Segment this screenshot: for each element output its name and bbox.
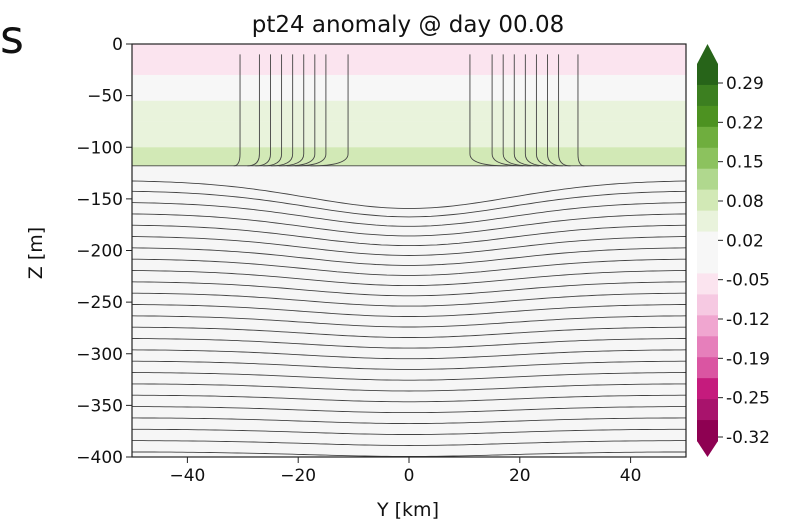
x-tick-label: 40 bbox=[620, 466, 642, 486]
y-tick-label: −300 bbox=[76, 345, 123, 365]
colorbar-segment bbox=[697, 420, 718, 442]
y-tick-label: −400 bbox=[76, 448, 123, 468]
colorbar-tick-label: 0.08 bbox=[726, 192, 764, 212]
x-tick-label: −20 bbox=[280, 466, 316, 486]
y-tick-label: −150 bbox=[76, 190, 123, 210]
contour-stratified-18 bbox=[132, 383, 686, 392]
colorbar-tick-label: 0.22 bbox=[726, 113, 764, 133]
colorbar-segment bbox=[697, 252, 718, 274]
colorbar-extend-top bbox=[697, 44, 718, 64]
colorbar-tick-label: -0.32 bbox=[726, 428, 770, 448]
contour-stratified-2 bbox=[132, 202, 686, 227]
contour-stratified-7 bbox=[132, 258, 686, 276]
colorbar-segment bbox=[697, 64, 718, 86]
contour-stratified-11 bbox=[132, 304, 686, 317]
colorbar-segment bbox=[697, 126, 718, 149]
colorbar-tick-label: -0.12 bbox=[726, 310, 770, 330]
contour-stratified-12 bbox=[132, 315, 686, 328]
contour-stratified-20 bbox=[132, 406, 686, 414]
x-axis: −40 −20 0 20 40 bbox=[169, 457, 641, 486]
contour-stratified-6 bbox=[132, 247, 686, 266]
colorbar: 0.29 0.22 0.15 0.08 0.02 -0.05 -0.12 -0.19 -0.25… bbox=[697, 44, 770, 457]
anomaly-band-1 bbox=[132, 74, 686, 101]
contour-stratified-13 bbox=[132, 326, 686, 338]
contour-stratified-4 bbox=[132, 224, 686, 247]
anomaly-band-0 bbox=[132, 44, 686, 75]
contour-stratified-5 bbox=[132, 236, 686, 256]
colorbar-segment bbox=[697, 231, 718, 253]
contour-stratified-23 bbox=[132, 440, 686, 446]
colorbar-segment bbox=[697, 315, 718, 337]
contour-stratified-8 bbox=[132, 270, 686, 287]
contour-stratified-15 bbox=[132, 349, 686, 360]
y-tick-label: −250 bbox=[76, 293, 123, 313]
colorbar-segment bbox=[697, 84, 718, 107]
colorbar-tick-label: 0.29 bbox=[726, 74, 764, 94]
x-tick-label: 20 bbox=[509, 466, 531, 486]
contour-lines bbox=[132, 54, 686, 457]
contour-stratified-21 bbox=[132, 417, 686, 425]
anomaly-band-4 bbox=[132, 147, 686, 166]
y-tick-label: −350 bbox=[76, 396, 123, 416]
x-tick-label: −40 bbox=[169, 466, 205, 486]
contour-stratified-16 bbox=[132, 360, 686, 370]
y-tick-label: 0 bbox=[112, 35, 123, 55]
y-axis-label: Z [m] bbox=[25, 227, 47, 279]
x-tick-label: 0 bbox=[404, 466, 415, 486]
anomaly-band-3 bbox=[132, 121, 686, 148]
contour-stratified-9 bbox=[132, 281, 686, 297]
colorbar-segment bbox=[697, 168, 718, 191]
contour-stratified-17 bbox=[132, 372, 686, 381]
colorbar-segment bbox=[697, 273, 718, 295]
colorbar-segment bbox=[697, 147, 718, 170]
chart-title: pt24 anomaly @ day 00.08 bbox=[252, 12, 565, 38]
colorbar-tick-label: 0.02 bbox=[726, 231, 764, 251]
y-tick-label: −200 bbox=[76, 242, 123, 262]
colorbar-segment bbox=[697, 294, 718, 316]
contour-stratified-14 bbox=[132, 338, 686, 349]
colorbar-segment bbox=[697, 357, 718, 379]
contour-stratified-1 bbox=[132, 190, 686, 218]
colorbar-segment bbox=[697, 336, 718, 358]
colorbar-segment bbox=[697, 105, 718, 128]
contour-stratified-0 bbox=[132, 180, 686, 209]
colorbar-tick-label: -0.05 bbox=[726, 271, 770, 291]
colorbar-segment bbox=[697, 378, 718, 400]
y-tick-label: −50 bbox=[87, 87, 123, 107]
colorbar-tick-label: -0.25 bbox=[726, 389, 770, 409]
colorbar-segment bbox=[697, 189, 718, 212]
contour-stratified-3 bbox=[132, 213, 686, 237]
colorbar-tick-label: 0.15 bbox=[726, 153, 764, 173]
cropped-text-fragment: s bbox=[0, 10, 24, 64]
colorbar-segment bbox=[697, 210, 718, 233]
contour-stratified-22 bbox=[132, 428, 686, 435]
anomaly-band-2 bbox=[132, 100, 686, 122]
colorbar-tick-label: -0.19 bbox=[726, 349, 770, 369]
x-axis-label: Y [km] bbox=[376, 499, 439, 519]
contour-stratified-10 bbox=[132, 292, 686, 307]
colorbar-segment bbox=[697, 399, 718, 421]
y-tick-label: −100 bbox=[76, 138, 123, 158]
colorbar-extend-bottom bbox=[697, 441, 718, 457]
contour-stratified-19 bbox=[132, 394, 686, 403]
y-axis: 0 −50 −100 −150 −200 −250 −300 −350 −400 bbox=[76, 35, 132, 468]
